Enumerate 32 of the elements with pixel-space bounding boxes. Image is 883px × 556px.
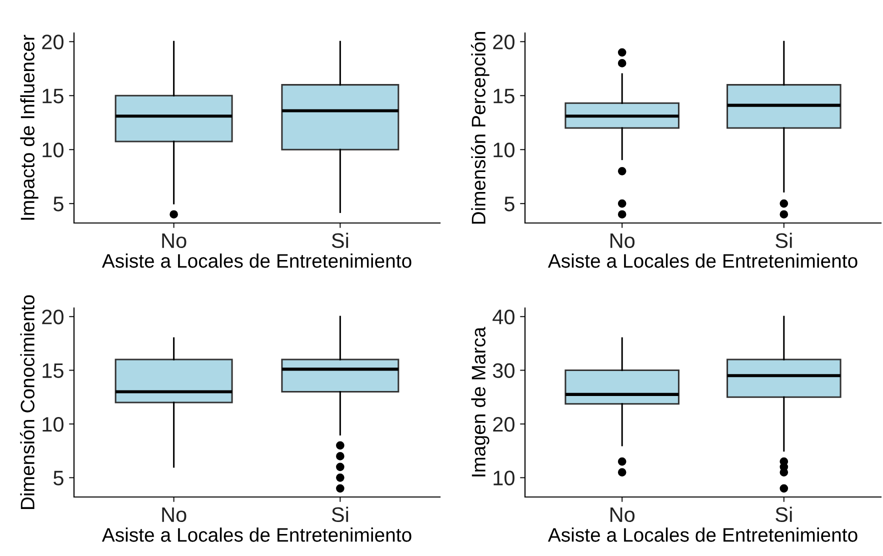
y-axis-title: Dimensión Conocimiento: [20, 295, 34, 509]
x-axis-title: Asiste a Locales de Entretenimiento: [102, 528, 412, 542]
y-tick-label: 20: [493, 416, 514, 432]
y-tick-label: 40: [492, 310, 514, 324]
y-tick-label: 5: [54, 470, 64, 486]
y-tick-label: 15: [494, 88, 514, 104]
y-tick-label: 30: [492, 363, 514, 378]
y-tick-label: 15: [42, 364, 64, 378]
x-axis-title: Asiste a Locales de Entretenimiento: [102, 254, 412, 268]
y-tick-label: 10: [494, 470, 514, 486]
x-tick-label: Si: [332, 506, 348, 522]
y-axis-title: Dimensión Percepción: [470, 32, 490, 224]
y-tick-label: 10: [494, 142, 514, 158]
x-axis-title: Asiste a Locales de Entretenimiento: [548, 528, 858, 542]
x-axis-title: Asiste a Locales de Entretenimiento: [548, 254, 858, 268]
y-tick-label: 20: [493, 34, 514, 50]
x-tick-label: Si: [776, 506, 792, 522]
y-tick-label: 20: [42, 34, 64, 50]
x-tick-label: No: [162, 233, 186, 248]
y-tick-label: 5: [54, 196, 64, 212]
x-tick-label: Si: [332, 232, 348, 248]
y-tick-label: 15: [42, 88, 64, 104]
y-tick-label: 20: [42, 310, 64, 324]
x-tick-label: Si: [776, 232, 792, 248]
y-tick-label: 10: [42, 416, 64, 432]
x-tick-label: No: [610, 233, 635, 248]
x-tick-label: No: [610, 507, 635, 522]
y-axis-title: Imagen de Marca: [471, 326, 490, 476]
y-tick-label: 5: [504, 196, 514, 212]
y-axis-title: Impacto de Influencer: [20, 34, 38, 220]
x-tick-label: No: [162, 507, 186, 522]
y-tick-label: 10: [42, 142, 64, 158]
